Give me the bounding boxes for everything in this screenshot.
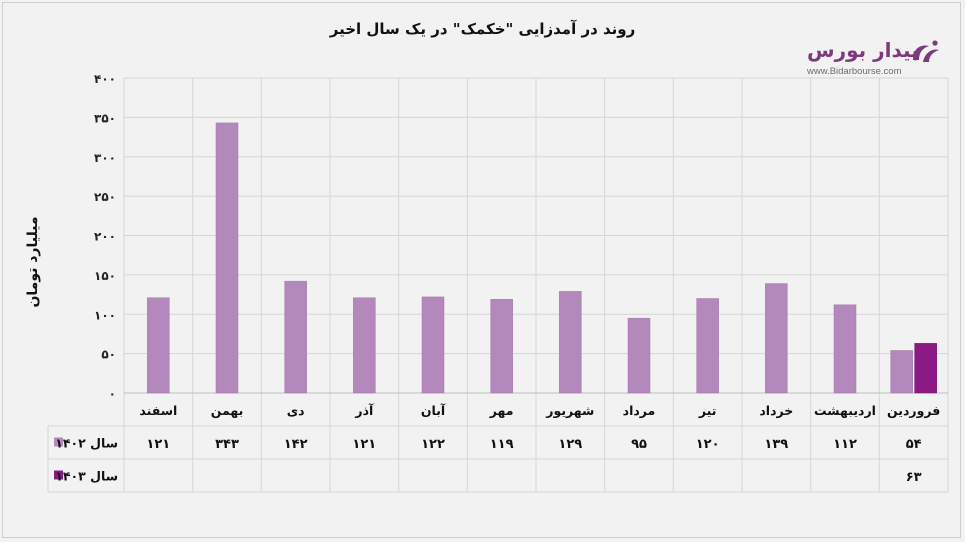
chart-title: روند در آمدزایی "خکمک" در یک سال اخیر: [329, 20, 636, 38]
y-tick-label: ۲۰۰: [94, 230, 116, 244]
table-value-1402: ۹۵: [631, 437, 647, 452]
y-tick-label: ۱۰۰: [94, 308, 116, 322]
bar-1402: [147, 297, 170, 394]
bar-1402: [353, 297, 376, 394]
x-category-label: تیر: [698, 403, 717, 418]
logo-mark-icon: [913, 40, 939, 62]
legend-swatch: [54, 470, 63, 480]
bar-1402: [284, 280, 307, 394]
table-value-1402: ۱۲۰: [696, 437, 720, 452]
x-category-label: مهر: [489, 403, 514, 418]
bar-1402: [833, 304, 857, 394]
bar-1402: [696, 298, 719, 394]
table-value-1402: ۵۴: [906, 437, 922, 452]
x-category-label: مرداد: [623, 403, 656, 418]
y-tick-label: ۲۵۰: [94, 190, 116, 204]
table-value-1402: ۱۳۹: [764, 437, 788, 452]
y-tick-label: ۰: [109, 387, 116, 401]
table-value-1402: ۱۲۹: [558, 437, 582, 452]
table-value-1403: ۶۳: [906, 470, 922, 485]
logo-name: بیدار بورس: [807, 38, 919, 62]
bar-1402: [559, 291, 582, 394]
legend-label: سال ۱۴۰۳: [55, 469, 118, 484]
y-tick-label: ۱۵۰: [94, 269, 116, 283]
table-value-1402: ۱۲۱: [146, 437, 170, 452]
y-tick-label: ۵۰: [101, 348, 116, 362]
bar-1403: [914, 343, 937, 394]
bar-1402: [215, 122, 239, 394]
y-tick-label: ۴۰۰: [94, 72, 116, 86]
legend-swatch: [54, 437, 63, 447]
table-value-1402: ۱۲۱: [352, 437, 376, 452]
table-value-1402: ۱۲۲: [421, 437, 445, 452]
x-category-label: اردیبهشت: [814, 403, 876, 418]
x-category-label: بهمن: [211, 403, 244, 418]
bar-1402: [765, 283, 788, 394]
logo-url: www.Bidarbourse.com: [807, 66, 902, 77]
y-tick-label: ۳۵۰: [94, 111, 116, 125]
x-category-label: آذر: [354, 403, 374, 418]
y-tick-label: ۳۰۰: [94, 151, 116, 165]
bar-1402: [627, 317, 651, 394]
table-value-1402: ۱۱۲: [833, 437, 857, 452]
bar-1402: [490, 299, 513, 394]
legend-label: سال ۱۴۰۲: [55, 436, 118, 451]
x-category-label: فروردین: [887, 403, 940, 418]
x-category-label: دی: [287, 403, 305, 418]
bar-1402: [890, 350, 913, 394]
bar-1402: [421, 296, 445, 394]
table-value-1402: ۱۴۲: [284, 437, 308, 452]
brand-logo: بیدار بورس www.Bidarbourse.com: [805, 34, 945, 80]
x-category-label: شهریور: [545, 403, 594, 418]
table-value-1402: ۳۴۳: [215, 437, 239, 452]
x-category-label: خرداد: [759, 403, 793, 418]
table-value-1402: ۱۱۹: [490, 437, 514, 452]
x-category-label: اسفند: [139, 403, 177, 418]
x-category-label: آبان: [421, 403, 446, 418]
